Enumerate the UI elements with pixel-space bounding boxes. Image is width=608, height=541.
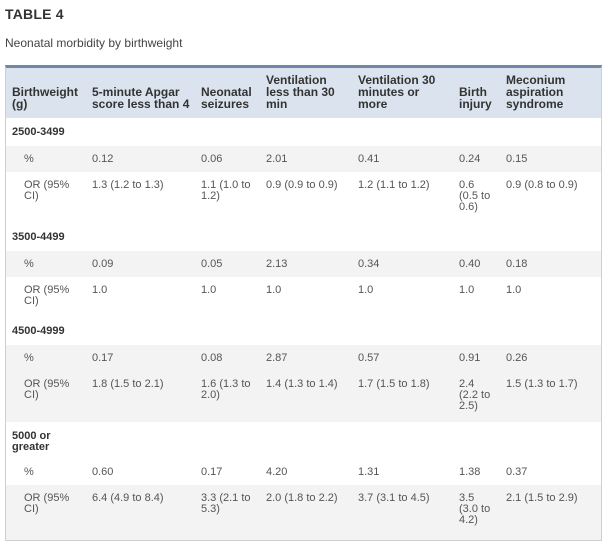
cell: 0.17	[86, 345, 195, 371]
cell: 0.37	[506, 466, 528, 478]
group-row: 3500-4499	[6, 223, 601, 251]
cell: 0.18	[500, 251, 601, 277]
cell: 1.6 (1.3 to 2.0)	[195, 371, 260, 422]
cell: 6.4 (4.9 to 8.4)	[86, 485, 195, 540]
cell: 1.1 (1.0 to 1.2)	[201, 179, 251, 202]
cell: 2.4 (2.2 to 2.5)	[453, 371, 500, 422]
cell: 0.24	[453, 146, 500, 172]
group-row: 4500-4999	[6, 317, 601, 345]
group-label: 2500-3499	[12, 126, 65, 138]
header-birth-injury: Birth injury	[453, 68, 500, 118]
odds-ratio-row: OR (95% CI) 1.0 1.0 1.0 1.0 1.0 1.0	[6, 277, 601, 317]
header-meconium: Meconium aspiration syndrome	[500, 68, 601, 118]
cell: 0.06	[195, 146, 260, 172]
row-label: %	[6, 146, 86, 172]
group-row: 2500-3499	[6, 118, 601, 146]
row-label: OR (95% CI)	[6, 485, 86, 540]
cell: 3.7 (3.1 to 4.5)	[352, 485, 453, 540]
cell: 1.3 (1.2 to 1.3)	[92, 179, 164, 191]
table-container: Birthweight (g) 5-minute Apgar score les…	[5, 65, 602, 541]
cell: 1.0	[358, 284, 374, 296]
cell: 0.12	[86, 146, 195, 172]
morbidity-table: Birthweight (g) 5-minute Apgar score les…	[6, 68, 601, 540]
cell: 3.3 (2.1 to 5.3)	[195, 485, 260, 540]
header-birthweight: Birthweight (g)	[6, 68, 86, 118]
cell: 2.87	[260, 345, 352, 371]
group-label: 4500-4999	[12, 325, 65, 337]
table-label: TABLE 4	[5, 6, 64, 22]
cell: 1.5 (1.3 to 1.7)	[500, 371, 601, 422]
cell: 0.08	[195, 345, 260, 371]
cell: 2.0 (1.8 to 2.2)	[260, 485, 352, 540]
row-label: %	[24, 466, 34, 478]
header-seizures: Neonatal seizures	[195, 68, 260, 118]
cell: 0.26	[500, 345, 601, 371]
cell: 1.7 (1.5 to 1.8)	[352, 371, 453, 422]
cell: 0.9 (0.9 to 0.9)	[266, 179, 338, 191]
percent-row: % 0.17 0.08 2.87 0.57 0.91 0.26	[6, 345, 601, 371]
cell: 2.1 (1.5 to 2.9)	[500, 485, 601, 540]
percent-row: % 0.09 0.05 2.13 0.34 0.40 0.18	[6, 251, 601, 277]
cell: 1.0	[459, 284, 475, 296]
cell: 0.17	[201, 466, 223, 478]
cell: 1.0	[92, 284, 108, 296]
cell: 0.05	[195, 251, 260, 277]
row-label: %	[6, 251, 86, 277]
cell: 0.6 (0.5 to 0.6)	[459, 179, 491, 213]
header-ventilation-long: Ventilation 30 minutes or more	[352, 68, 453, 118]
cell: 0.41	[352, 146, 453, 172]
cell: 1.38	[459, 466, 481, 478]
cell: 0.91	[453, 345, 500, 371]
cell: 0.60	[92, 466, 114, 478]
row-label: OR (95% CI)	[6, 371, 86, 422]
cell: 1.0	[201, 284, 217, 296]
odds-ratio-row: OR (95% CI) 6.4 (4.9 to 8.4) 3.3 (2.1 to…	[6, 485, 601, 540]
cell: 0.09	[86, 251, 195, 277]
odds-ratio-row: OR (95% CI) 1.3 (1.2 to 1.3) 1.1 (1.0 to…	[6, 172, 601, 223]
cell: 1.2 (1.1 to 1.2)	[358, 179, 430, 191]
header-apgar: 5-minute Apgar score less than 4	[86, 68, 195, 118]
cell: 2.01	[260, 146, 352, 172]
cell: 0.9 (0.8 to 0.9)	[506, 179, 578, 191]
cell: 2.13	[260, 251, 352, 277]
odds-ratio-row: OR (95% CI) 1.8 (1.5 to 2.1) 1.6 (1.3 to…	[6, 371, 601, 422]
cell: 0.40	[453, 251, 500, 277]
cell: 0.15	[500, 146, 601, 172]
cell: 1.0	[506, 284, 522, 296]
cell: 4.20	[266, 466, 288, 478]
group-label: 3500-4499	[12, 231, 65, 243]
cell: 1.0	[266, 284, 282, 296]
group-row-spacer	[86, 422, 601, 459]
header-row: Birthweight (g) 5-minute Apgar score les…	[6, 68, 601, 118]
row-label: OR (95% CI)	[24, 179, 70, 202]
cell: 3.5 (3.0 to 4.2)	[453, 485, 500, 540]
row-label: %	[6, 345, 86, 371]
table-caption: Neonatal morbidity by birthweight	[5, 36, 183, 50]
group-label: 5000 or greater	[12, 430, 51, 453]
percent-row: % 0.60 0.17 4.20 1.31 1.38 0.37	[6, 459, 601, 485]
cell: 1.4 (1.3 to 1.4)	[260, 371, 352, 422]
cell: 1.8 (1.5 to 2.1)	[86, 371, 195, 422]
header-ventilation-short: Ventilation less than 30 min	[260, 68, 352, 118]
group-row: 5000 or greater	[6, 422, 601, 459]
cell: 0.57	[352, 345, 453, 371]
cell: 0.34	[352, 251, 453, 277]
cell: 1.31	[358, 466, 380, 478]
percent-row: % 0.12 0.06 2.01 0.41 0.24 0.15	[6, 146, 601, 172]
row-label: OR (95% CI)	[24, 284, 70, 307]
